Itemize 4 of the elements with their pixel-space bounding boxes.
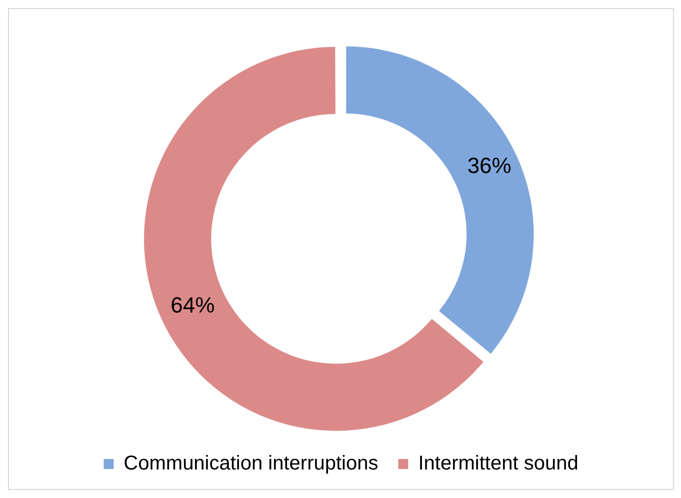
legend-label: Intermittent sound — [418, 452, 578, 475]
data-label: 64% — [170, 292, 215, 318]
legend-label: Communication interruptions — [124, 452, 378, 475]
data-label: 36% — [467, 152, 512, 178]
